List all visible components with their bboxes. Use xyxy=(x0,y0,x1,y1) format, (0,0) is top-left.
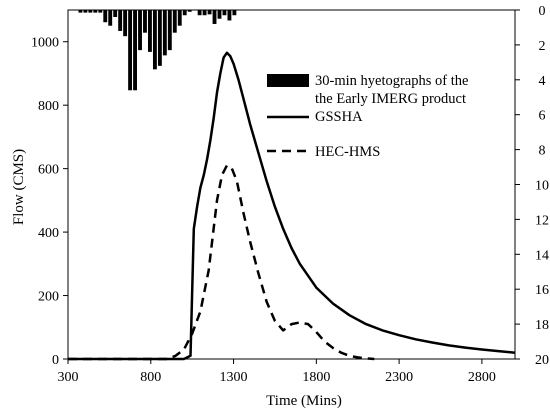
hyetograph-bar xyxy=(148,10,152,52)
hyetograph-bar xyxy=(118,10,123,31)
x-tick-label: 1300 xyxy=(220,370,248,385)
hyetograph-bar xyxy=(113,10,118,17)
y2-tick-label: 0 xyxy=(539,4,546,19)
hyetograph-bar xyxy=(98,10,103,13)
legend-swatch-hyetograph xyxy=(267,74,309,87)
hyetograph-bar xyxy=(128,10,133,91)
hyetograph-bar xyxy=(133,10,137,91)
y2-tick-label: 10 xyxy=(535,179,549,194)
y-tick-label: 600 xyxy=(38,163,59,178)
hyetograph-bar xyxy=(172,10,177,33)
x-tick-label: 1800 xyxy=(302,370,330,385)
hyetograph-bar xyxy=(123,10,128,37)
hyetograph-bar xyxy=(182,10,187,16)
hyetograph-bar xyxy=(143,10,147,33)
y2-tick-label: 18 xyxy=(535,318,549,333)
hyetograph-bar xyxy=(217,10,222,19)
hyetograph-bar xyxy=(197,10,202,16)
hyetograph-bar xyxy=(167,10,172,51)
series-line-hec-hms xyxy=(68,164,375,361)
hyetograph-bar xyxy=(212,10,217,24)
legend: 30-min hyetographs of the the Early IMER… xyxy=(267,73,468,160)
y2-tick-label: 8 xyxy=(539,144,546,159)
hyetograph-bar xyxy=(222,10,227,16)
y-axis-label: Flow (CMS) xyxy=(11,149,27,225)
y2-tick-label: 16 xyxy=(535,283,549,298)
x-axis: 300 800 1300 1800 2300 2800 xyxy=(58,359,496,385)
x-tick-label: 800 xyxy=(140,370,161,385)
hyetograph-bar xyxy=(152,10,157,70)
y2-tick-label: 14 xyxy=(535,248,549,263)
legend-label-hyetograph-line2: the Early IMERG product xyxy=(315,91,466,107)
hyetograph-bar xyxy=(93,10,98,13)
hyetograph-bar xyxy=(187,10,192,12)
y-axis-right: 0 2 4 6 8 10 12 14 16 18 20 xyxy=(515,4,549,368)
y-tick-label: 400 xyxy=(38,226,59,241)
hyetograph-bar xyxy=(227,10,232,21)
y-tick-label: 800 xyxy=(38,99,59,114)
x-tick-label: 2800 xyxy=(468,370,496,385)
y-tick-label: 200 xyxy=(38,290,59,305)
y2-tick-label: 2 xyxy=(539,39,546,54)
series-line-gssha xyxy=(68,51,516,361)
hyetograph-bar xyxy=(232,10,237,16)
legend-label-gssha: GSSHA xyxy=(315,109,363,125)
x-tick-label: 2300 xyxy=(385,370,413,385)
x-tick-label: 300 xyxy=(58,370,79,385)
x-axis-label: Time (Mins) xyxy=(266,393,342,409)
hyetograph-bar xyxy=(207,10,212,15)
hyetograph-bar xyxy=(202,10,207,16)
hyetograph-bar xyxy=(157,10,162,66)
y-tick-label: 0 xyxy=(52,353,59,368)
legend-label-hyetograph-line1: 30-min hyetographs of the xyxy=(315,73,468,89)
hyetograph-bar xyxy=(83,10,88,13)
series-lines xyxy=(68,51,516,361)
y-axis-left: 0 200 400 600 800 1000 xyxy=(31,36,68,368)
y2-tick-label: 6 xyxy=(539,109,546,124)
hyetograph-bar xyxy=(138,10,142,51)
hyetograph-bar xyxy=(177,10,182,26)
y-tick-label: 1000 xyxy=(31,36,59,51)
y2-tick-label: 20 xyxy=(535,353,549,368)
y2-tick-label: 12 xyxy=(535,213,549,228)
hyetograph-bars xyxy=(78,10,237,91)
legend-label-hec-hms: HEC-HMS xyxy=(315,144,380,160)
y2-tick-label: 4 xyxy=(539,74,546,89)
hyetograph-bar xyxy=(88,10,93,13)
hyetograph-bar xyxy=(103,10,108,23)
hyetograph-bar xyxy=(108,10,113,26)
hyetograph-bar xyxy=(78,10,83,13)
hyetograph-bar xyxy=(162,10,167,56)
